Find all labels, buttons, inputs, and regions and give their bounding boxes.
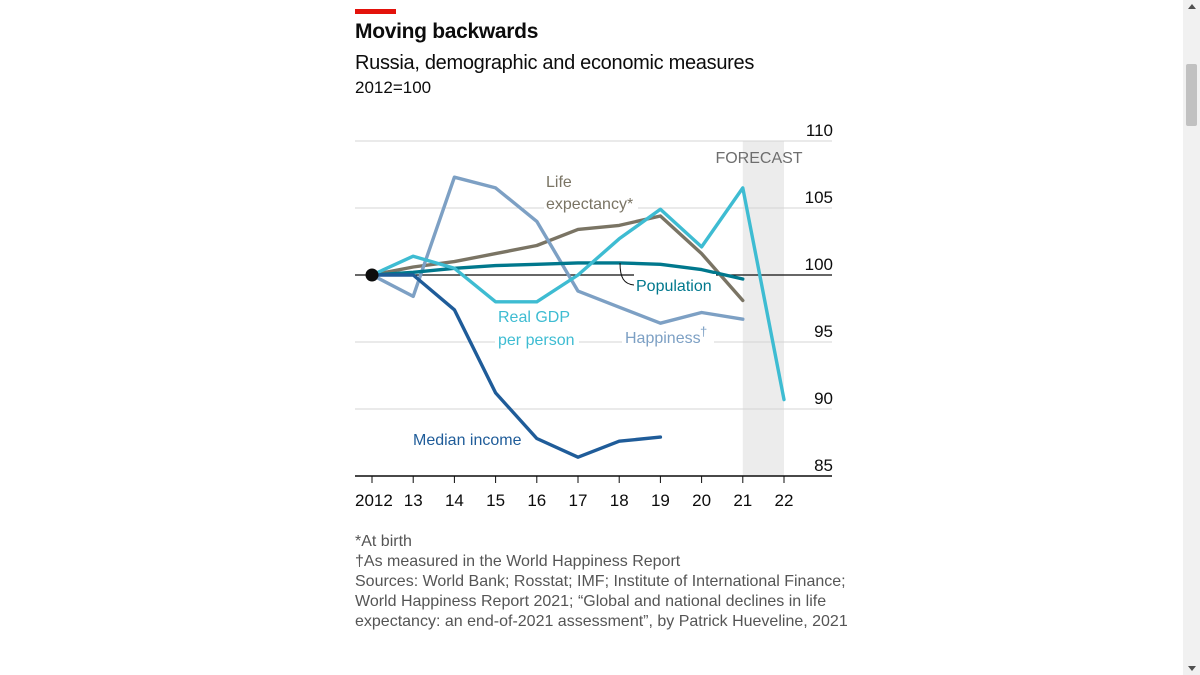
x-tick-label-2013: 13 [404,491,423,510]
label-bg-population [634,274,716,294]
x-tick-label-2021: 21 [733,491,752,510]
footnote-at-birth: *At birth [355,533,412,550]
forecast-label: FORECAST [715,150,802,167]
label-bg-life-expectancy [544,172,638,214]
x-tick-label-2014: 14 [445,491,464,510]
footnote-happiness: †As measured in the World Happiness Repo… [355,552,848,572]
scroll-down-icon[interactable] [1188,666,1196,671]
series-label-life-expectancy-line2: expectancy* [546,196,633,213]
series-line-real-gdp-per-person [370,186,786,402]
series-label-life-expectancy-line1: Life [546,174,572,191]
series-label-happiness-dagger: † [700,324,707,339]
y-tick-label-100: 100 [805,255,833,274]
sources-line-2: World Happiness Report 2021; “Global and… [355,593,827,610]
x-tick-label-2018: 18 [610,491,629,510]
series-line-happiness [370,175,745,325]
y-tick-label-90: 90 [814,389,833,408]
scrollbar-thumb[interactable] [1186,64,1197,126]
x-tick-label-2017: 17 [569,491,588,510]
label-bg-real-gdp [495,306,579,350]
y-tick-label-110: 110 [806,121,833,140]
population-leader-line [619,262,635,286]
series-label-happiness: Happiness [625,330,701,347]
page-scrollbar[interactable] [1183,0,1200,675]
y-tick-label-85: 85 [814,456,833,475]
x-tick-label-2012: 2012 [355,491,393,510]
y-tick-label-105: 105 [805,188,833,207]
footnote-dagger: † [355,553,364,570]
series-line-life-expectancy [370,214,745,303]
chart-title: Moving backwards [355,20,539,43]
series-label-population: Population [636,278,712,295]
footnotes: *At birth †As measured in the World Happ… [355,532,848,632]
series-line-population [370,261,745,281]
sources-line-1: Sources: World Bank; Rosstat; IMF; Insti… [355,573,846,590]
brand-accent-bar [355,9,396,14]
label-bg-happiness [622,326,714,348]
series-label-real-gdp-line2: per person [498,332,575,349]
series-line-median-income [370,273,663,459]
forecast-band [742,141,784,476]
series-label-median-income: Median income [413,432,522,449]
x-tick-label-2020: 20 [692,491,711,510]
x-tick-label-2015: 15 [486,491,505,510]
sources-line-3: expectancy: an end-of-2021 assessment”, … [355,613,848,630]
x-tick-label-2019: 19 [651,491,670,510]
chart-unit: 2012=100 [355,78,432,97]
y-tick-label-95: 95 [814,322,833,341]
series-label-real-gdp-line1: Real GDP [498,309,570,326]
origin-dot [365,268,379,282]
x-tick-label-2016: 16 [527,491,546,510]
line-chart: FORECAST 85 90 95 100 105 110 2012 13 14 15 16 17 18 1… [355,121,833,510]
chart-subtitle: Russia, demographic and economic measure… [355,52,755,74]
x-tick-label-2022: 22 [775,491,794,510]
footnote-happiness-text: As measured in the World Happiness Repor… [363,553,681,570]
scroll-up-icon[interactable] [1188,4,1196,9]
